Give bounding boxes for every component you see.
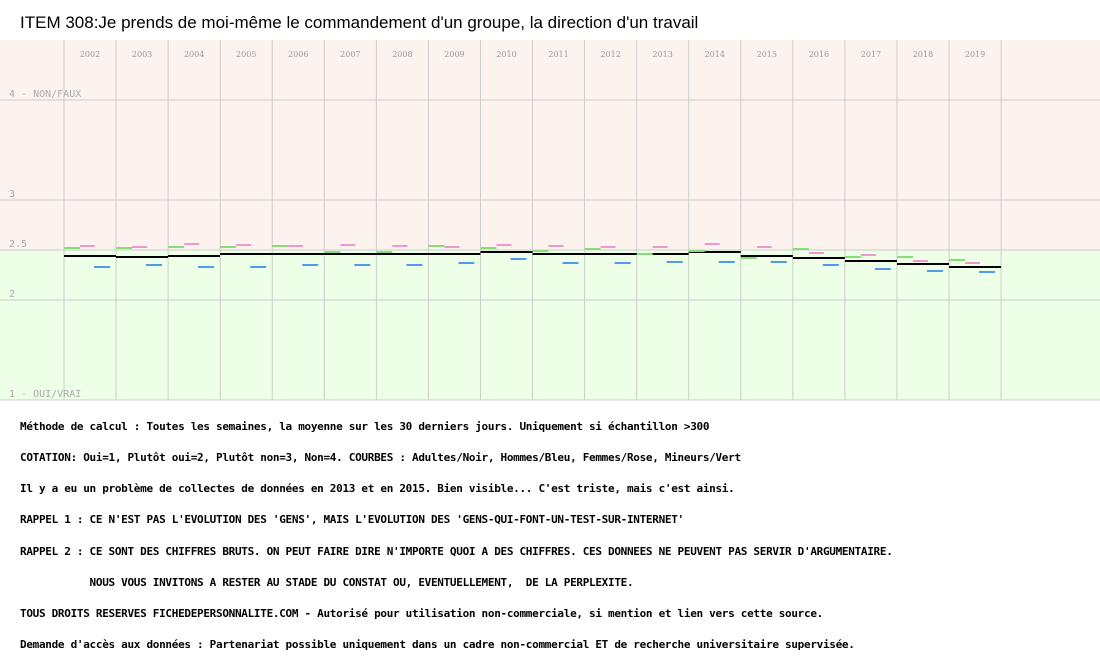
- x-tick-label: 2008: [392, 50, 412, 59]
- x-tick-label: 2010: [496, 50, 516, 59]
- x-tick-label: 2019: [965, 50, 985, 59]
- x-tick-label: 2011: [548, 50, 568, 59]
- x-tick-label: 2013: [653, 50, 673, 59]
- x-tick-label: 2007: [340, 50, 360, 59]
- note-method: Méthode de calcul : Toutes les semaines,…: [20, 419, 710, 433]
- note-rappel-1: RAPPEL 1 : CE N'EST PAS L'EVOLUTION DES …: [20, 513, 684, 527]
- note-collect-problem: Il y a eu un problème de collectes de do…: [20, 482, 735, 496]
- x-tick-label: 2009: [444, 50, 464, 59]
- band-lower: [0, 250, 1100, 400]
- band-upper: [0, 40, 1100, 250]
- chart-title: ITEM 308:Je prends de moi-même le comman…: [20, 13, 699, 32]
- y-tick-label: 1 - OUI/VRAI: [9, 389, 81, 400]
- note-cotation: COTATION: Oui=1, Plutôt oui=2, Plutôt no…: [20, 451, 741, 465]
- y-tick-label: 2: [9, 289, 15, 300]
- note-rappel-2: RAPPEL 2 : CE SONT DES CHIFFRES BRUTS. O…: [20, 544, 893, 558]
- x-tick-label: 2014: [705, 50, 725, 59]
- x-tick-label: 2004: [184, 50, 204, 59]
- x-tick-label: 2005: [236, 50, 256, 59]
- x-tick-label: 2017: [861, 50, 881, 59]
- x-tick-label: 2002: [80, 50, 100, 59]
- notes-block: Méthode de calcul : Toutes les semaines,…: [20, 401, 893, 661]
- y-tick-label: 2.5: [9, 239, 27, 250]
- note-data-access: Demande d'accès aux données : Partenaria…: [20, 638, 855, 652]
- y-tick-label: 4 - NON/FAUX: [9, 89, 81, 100]
- x-tick-label: 2006: [288, 50, 308, 59]
- x-tick-label: 2018: [913, 50, 933, 59]
- x-tick-label: 2012: [600, 50, 620, 59]
- y-tick-label: 3: [9, 189, 15, 200]
- chart-area: 4 - NON/FAUX 3 2.5 2 1 - OUI/VRAI 2002 2003 200…: [0, 40, 1100, 401]
- x-tick-label: 2015: [757, 50, 777, 59]
- note-copyright: TOUS DROITS RESERVES FICHEDEPERSONNALITE…: [20, 607, 823, 621]
- x-tick-label: 2016: [809, 50, 829, 59]
- x-tick-label: 2003: [132, 50, 152, 59]
- note-rappel-2-cont: NOUS VOUS INVITONS A RESTER AU STADE DU …: [20, 575, 634, 589]
